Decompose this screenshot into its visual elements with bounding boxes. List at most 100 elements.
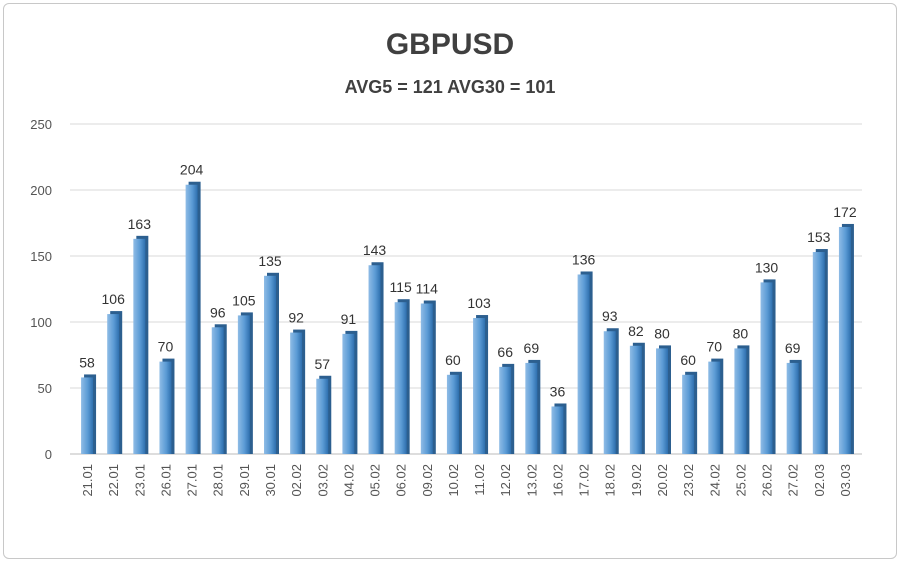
- data-label: 163: [128, 216, 152, 232]
- chart-subtitle: AVG5 = 121 AVG30 = 101: [344, 77, 556, 97]
- data-label: 172: [833, 204, 857, 220]
- x-tick-label: 21.01: [80, 464, 95, 497]
- x-tick-label: 25.02: [733, 464, 748, 497]
- data-label: 57: [314, 356, 330, 372]
- x-tick-label: 04.02: [341, 464, 356, 497]
- chart-title: GBPUSD: [385, 28, 515, 61]
- bar: [473, 318, 486, 454]
- bar: [551, 406, 564, 454]
- x-tick-label: 23.01: [132, 464, 147, 497]
- x-tick-label: 03.02: [315, 464, 330, 497]
- y-tick-label: 50: [38, 381, 52, 396]
- bar: [812, 252, 825, 454]
- data-label: 36: [550, 383, 566, 399]
- x-tick-label: 16.02: [550, 464, 565, 497]
- x-tick-label: 11.02: [472, 464, 487, 496]
- bar: [237, 315, 250, 454]
- data-label: 69: [524, 340, 540, 356]
- bar: [786, 362, 799, 454]
- x-tick-label: 27.02: [786, 464, 801, 497]
- bar: [603, 331, 616, 454]
- data-label: 136: [572, 251, 596, 267]
- x-tick-label: 30.01: [263, 464, 278, 497]
- x-tick-label: 10.02: [446, 464, 461, 497]
- data-label: 153: [807, 229, 831, 245]
- data-label: 58: [79, 354, 95, 370]
- bar: [211, 327, 224, 454]
- y-tick-label: 0: [45, 447, 52, 462]
- bar: [682, 374, 695, 454]
- bar: [525, 362, 538, 454]
- x-tick-label: 19.02: [629, 464, 644, 497]
- bar: [394, 302, 407, 454]
- data-label: 135: [258, 253, 282, 269]
- x-tick-label: 23.02: [681, 464, 696, 497]
- x-tick-label: 12.02: [498, 464, 513, 497]
- bar: [838, 226, 851, 454]
- x-tick-label: 17.02: [577, 464, 592, 497]
- data-label: 60: [680, 352, 696, 368]
- x-tick-label: 28.01: [211, 464, 226, 497]
- bar: [629, 345, 642, 454]
- data-label: 93: [602, 308, 618, 324]
- data-label: 70: [158, 339, 174, 355]
- x-tick-label: 02.03: [812, 464, 827, 497]
- y-tick-label: 100: [30, 315, 52, 330]
- bar: [264, 275, 276, 454]
- bar: [290, 332, 303, 454]
- data-label: 143: [363, 242, 387, 258]
- data-label: 80: [733, 325, 749, 341]
- x-tick-label: 27.01: [185, 464, 200, 497]
- y-tick-label: 200: [30, 183, 52, 198]
- data-label: 96: [210, 304, 226, 320]
- data-label: 60: [445, 352, 461, 368]
- y-tick-label: 250: [30, 117, 52, 132]
- x-tick-label: 06.02: [394, 464, 409, 497]
- x-tick-label: 22.01: [106, 464, 121, 497]
- chart-frame: [3, 3, 897, 559]
- x-tick-label: 24.02: [707, 464, 722, 497]
- data-label: 114: [416, 281, 439, 297]
- bar: [708, 361, 721, 454]
- data-label: 66: [497, 344, 513, 360]
- x-tick-label: 18.02: [603, 464, 618, 497]
- bar: [342, 333, 355, 454]
- x-tick-label: 05.02: [368, 464, 383, 497]
- bar: [368, 265, 381, 454]
- bar: [185, 184, 198, 454]
- data-label: 106: [102, 291, 126, 307]
- data-label: 70: [706, 339, 722, 355]
- x-tick-label: 09.02: [420, 464, 435, 497]
- bar: [107, 314, 120, 454]
- bar: [316, 378, 329, 454]
- data-label: 82: [628, 323, 644, 339]
- bar: [81, 377, 94, 454]
- data-label: 204: [180, 162, 204, 178]
- data-label: 105: [232, 292, 256, 308]
- bar: [734, 348, 747, 454]
- x-tick-label: 29.01: [237, 464, 252, 497]
- bar: [446, 374, 459, 454]
- x-tick-label: 13.02: [524, 464, 539, 497]
- data-label: 115: [390, 279, 413, 295]
- data-label: 91: [341, 311, 357, 327]
- x-tick-label: 03.03: [838, 464, 853, 497]
- bar: [133, 238, 146, 454]
- data-label: 80: [654, 325, 670, 341]
- bar: [499, 366, 512, 454]
- bar: [760, 282, 773, 454]
- bar: [159, 361, 172, 454]
- x-tick-label: 02.02: [289, 464, 304, 497]
- bar: [577, 274, 590, 454]
- x-tick-label: 26.01: [158, 464, 173, 497]
- x-tick-label: 26.02: [760, 464, 775, 497]
- bar: [420, 303, 433, 454]
- y-tick-label: 150: [30, 249, 52, 264]
- data-label: 130: [755, 259, 779, 275]
- bar: [656, 348, 668, 454]
- data-label: 69: [785, 340, 801, 356]
- data-label: 92: [288, 310, 304, 326]
- x-tick-label: 20.02: [655, 464, 670, 497]
- data-label: 103: [467, 295, 491, 311]
